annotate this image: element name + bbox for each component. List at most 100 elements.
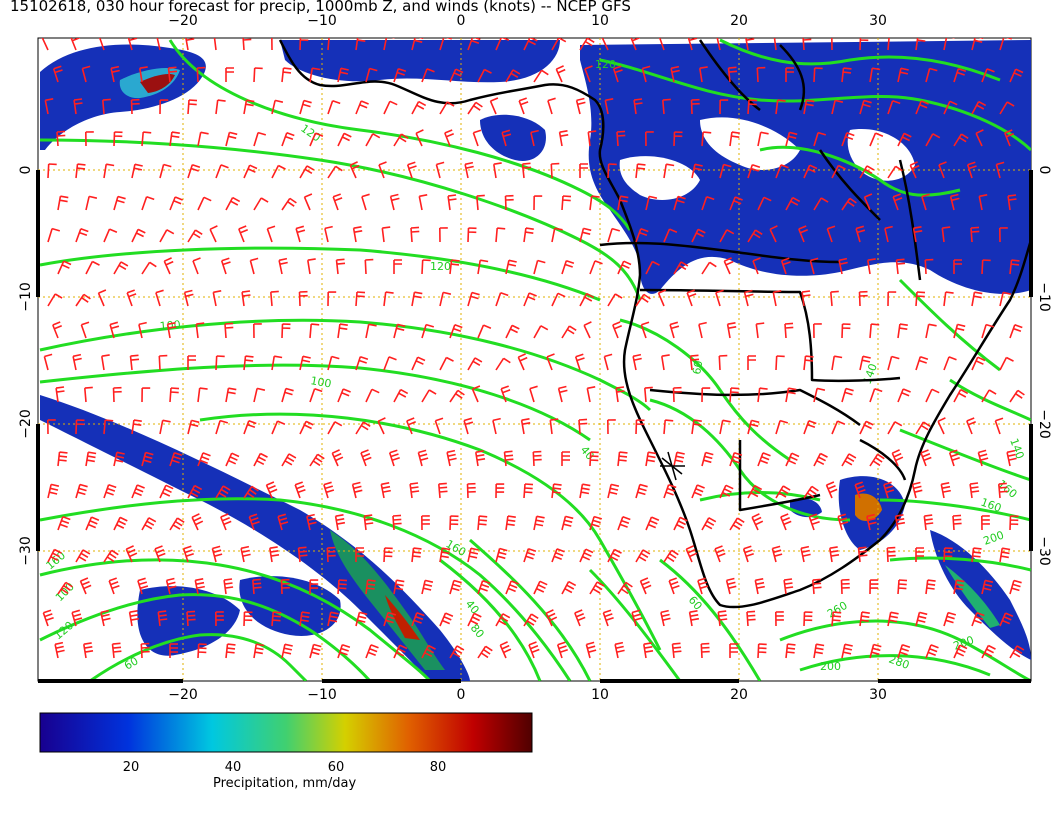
wind-barb xyxy=(297,546,308,563)
wind-barb xyxy=(971,38,984,51)
wind-barb xyxy=(673,195,686,211)
wind-barb xyxy=(635,419,645,435)
wind-barb xyxy=(355,421,371,435)
wind-barb xyxy=(841,453,857,467)
contour-label: 120 xyxy=(595,58,616,71)
wind-barb xyxy=(663,228,678,243)
wind-barb xyxy=(103,163,115,179)
wind-barb xyxy=(281,387,294,403)
wind-barb xyxy=(197,196,212,211)
wind-barb xyxy=(831,355,843,371)
wind-barb xyxy=(869,132,884,147)
wind-barb xyxy=(421,515,430,531)
wind-barb xyxy=(337,67,349,83)
wind-barb xyxy=(892,193,903,211)
colorbar-title: Precipitation, mm/day xyxy=(213,776,357,791)
wind-barb xyxy=(215,611,224,627)
wind-barb xyxy=(467,357,483,371)
contour-label: 100 xyxy=(309,374,332,390)
wind-barb xyxy=(500,385,511,403)
wind-barb xyxy=(327,165,343,179)
wind-barb xyxy=(495,483,505,499)
wind-barb xyxy=(131,484,145,499)
wind-barb xyxy=(57,581,73,595)
wind-barb xyxy=(421,644,436,659)
wind-barb xyxy=(802,38,812,51)
wind-barb xyxy=(332,193,343,211)
wind-barb xyxy=(100,609,111,627)
wind-barb xyxy=(169,451,183,467)
wind-barb xyxy=(298,290,308,307)
wind-barb xyxy=(925,388,940,403)
wind-barb xyxy=(938,161,947,179)
wind-barb xyxy=(253,387,266,403)
wind-barb xyxy=(57,260,72,275)
wind-barb xyxy=(867,258,876,275)
wind-barb xyxy=(801,290,811,307)
wind-barb xyxy=(169,131,180,147)
wind-barb xyxy=(331,449,344,467)
wind-barb xyxy=(212,290,222,307)
wind-barb xyxy=(561,259,575,275)
contour-label: 100 xyxy=(159,318,181,333)
wind-barb xyxy=(612,321,623,339)
y-tick-label: 0 xyxy=(18,166,34,175)
wind-barb xyxy=(673,451,685,467)
map-title: 15102618, 030 hour forecast for precip, … xyxy=(10,0,631,15)
wind-barb xyxy=(71,609,83,627)
wind-barb xyxy=(635,293,651,307)
wind-barb xyxy=(607,483,620,499)
wind-barb xyxy=(169,643,178,658)
wind-barb xyxy=(747,99,758,115)
wind-barb xyxy=(617,581,633,595)
wind-barb xyxy=(780,257,791,275)
wind-barb xyxy=(714,545,726,563)
wind-barb xyxy=(998,482,1008,499)
wind-barb xyxy=(859,38,869,51)
wind-barb xyxy=(83,642,94,659)
wind-barb xyxy=(75,228,89,243)
wind-barb xyxy=(467,612,482,627)
wind-barb xyxy=(281,643,293,659)
wind-barb xyxy=(831,99,844,115)
wind-barb xyxy=(225,387,237,403)
wind-barb xyxy=(589,260,603,275)
wind-barb xyxy=(688,610,700,627)
wind-barb xyxy=(915,421,931,435)
wind-barb xyxy=(326,546,336,563)
wind-barb xyxy=(583,321,592,339)
wind-barb xyxy=(701,131,712,147)
wind-barb xyxy=(925,644,939,659)
wind-barb xyxy=(915,355,929,371)
wind-barb xyxy=(248,513,260,531)
wind-barb xyxy=(897,643,911,659)
wind-barb xyxy=(915,547,924,562)
wind-barb xyxy=(775,419,789,435)
wind-barb xyxy=(607,227,621,243)
wind-barb xyxy=(439,38,453,51)
wind-barb xyxy=(533,580,548,595)
wind-barb xyxy=(887,165,903,179)
wind-barb xyxy=(533,515,545,531)
wind-barb xyxy=(831,611,842,627)
wind-barb xyxy=(999,291,1012,307)
wind-barb xyxy=(999,547,1011,563)
wind-barb xyxy=(661,354,670,371)
wind-barb xyxy=(253,452,268,467)
wind-barb xyxy=(477,68,492,83)
colorbar xyxy=(39,712,533,753)
wind-barb xyxy=(75,549,91,563)
wind-barb xyxy=(937,417,946,435)
wind-barb xyxy=(645,516,660,531)
wind-barb xyxy=(439,547,451,563)
wind-barb xyxy=(242,38,252,51)
wind-barb xyxy=(528,641,540,659)
wind-barb xyxy=(467,291,480,307)
wind-barb xyxy=(670,65,680,83)
wind-barb xyxy=(701,196,715,211)
wind-barb xyxy=(633,98,643,115)
wind-barb xyxy=(585,641,597,659)
wind-barb xyxy=(887,38,890,51)
wind-barb xyxy=(685,545,698,563)
